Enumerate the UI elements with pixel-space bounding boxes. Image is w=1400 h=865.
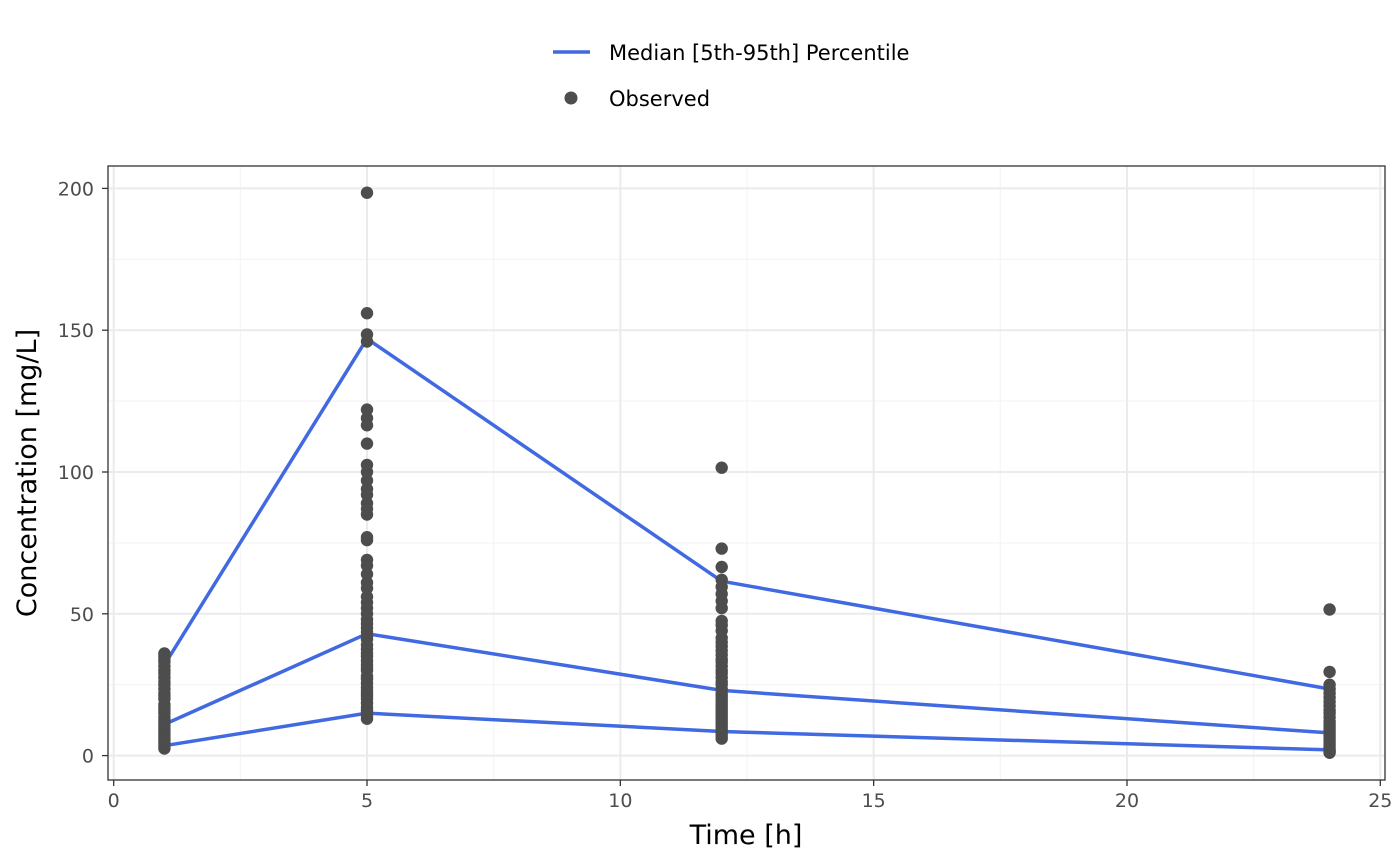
observed-point (360, 186, 374, 199)
legend-label-percentile: Median [5th-95th] Percentile (609, 41, 909, 65)
x-axis: 0 5 10 15 20 25 (108, 780, 1392, 812)
series-line-median (163, 631, 1330, 735)
legend-point-key (564, 91, 578, 105)
observed-point (1323, 603, 1336, 616)
observed-point (360, 474, 374, 487)
percentile-lines (162, 336, 1330, 752)
observed-point (715, 614, 728, 628)
grid (108, 166, 1385, 780)
x-tick-label: 10 (608, 790, 632, 812)
series-line-p95 (162, 336, 1330, 691)
legend: Median [5th-95th] Percentile Observed (553, 41, 909, 111)
observed-point (715, 542, 728, 555)
y-tick-label: 50 (70, 604, 94, 626)
observed-point (360, 411, 374, 425)
observed-point (715, 461, 728, 474)
y-tick-label: 100 (58, 462, 94, 484)
x-axis-title: Time [h] (689, 820, 803, 851)
observed-point (1323, 678, 1336, 691)
observed-point (360, 531, 374, 544)
y-axis: 0 50 100 150 200 (58, 178, 108, 768)
observed-point (360, 497, 374, 510)
x-tick-label: 15 (862, 790, 886, 812)
y-axis-title: Concentration [mg/L] (12, 329, 43, 617)
x-tick-label: 20 (1115, 790, 1139, 812)
observed-point (360, 567, 374, 581)
y-tick-label: 150 (58, 320, 94, 342)
x-tick-label: 0 (108, 790, 120, 812)
series-line-p5 (164, 711, 1330, 752)
y-tick-label: 0 (82, 746, 94, 768)
observed-point (360, 590, 374, 603)
x-tick-label: 5 (361, 790, 373, 812)
observed-point (360, 437, 374, 450)
observed-point (360, 576, 374, 589)
observed-point (360, 553, 374, 567)
observed-point (360, 307, 374, 320)
panel-border (107, 165, 1386, 781)
observed-point (360, 482, 374, 496)
observed-point (158, 647, 171, 660)
observed-point (360, 458, 374, 472)
observed-point (715, 573, 728, 586)
observed-points (158, 186, 1336, 759)
y-tick-label: 200 (58, 178, 94, 200)
legend-label-observed: Observed (609, 87, 710, 111)
x-tick-label: 25 (1368, 790, 1392, 812)
observed-point (360, 403, 374, 416)
observed-point (715, 560, 728, 574)
observed-point (360, 328, 374, 341)
observed-point (1323, 665, 1336, 679)
